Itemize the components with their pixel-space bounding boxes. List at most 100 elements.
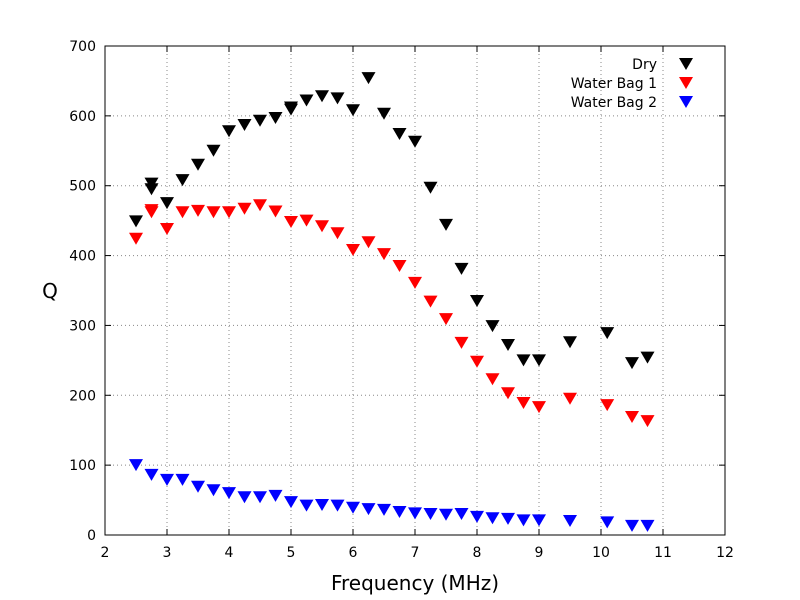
point-water-bag-1 [237, 202, 252, 215]
point-water-bag-1 [454, 336, 469, 349]
point-water-bag-2 [175, 473, 190, 486]
point-water-bag-2 [268, 489, 283, 502]
legend-marker-water-bag-2 [679, 96, 693, 108]
point-dry [237, 118, 252, 131]
y-tick-label: 600 [69, 109, 96, 125]
point-dry [532, 354, 546, 367]
point-water-bag-1 [600, 399, 615, 412]
point-dry [268, 111, 283, 124]
point-water-bag-1 [625, 410, 639, 423]
point-water-bag-2 [222, 487, 236, 500]
point-dry [625, 357, 639, 370]
grid [105, 46, 725, 535]
point-water-bag-2 [144, 468, 159, 481]
point-water-bag-1 [532, 401, 546, 414]
point-water-bag-1 [253, 199, 267, 212]
legend-label-water-bag-1: Water Bag 1 [571, 76, 657, 92]
point-water-bag-2 [532, 514, 546, 527]
point-water-bag-1 [299, 214, 314, 227]
legend-label-dry: Dry [632, 57, 657, 73]
point-water-bag-1 [346, 243, 360, 256]
point-water-bag-2 [330, 499, 345, 512]
point-dry [206, 144, 221, 157]
point-water-bag-1 [485, 373, 500, 386]
point-dry [640, 351, 655, 364]
point-water-bag-2 [408, 507, 422, 520]
point-water-bag-1 [501, 387, 515, 400]
point-water-bag-1 [222, 206, 236, 219]
legend-marker-water-bag-1 [679, 77, 693, 89]
x-tick-label: 3 [163, 545, 172, 561]
point-water-bag-1 [330, 227, 345, 240]
y-tick-label: 100 [69, 458, 96, 474]
point-water-bag-1 [175, 206, 190, 219]
x-tick-label: 11 [654, 545, 672, 561]
point-water-bag-1 [392, 260, 407, 273]
x-tick-label: 5 [287, 545, 296, 561]
legend: Dry Water Bag 1 Water Bag 2 [571, 57, 693, 111]
point-water-bag-1 [160, 223, 174, 236]
point-dry [191, 158, 205, 171]
y-tick-label: 200 [69, 388, 96, 404]
axis-ticks: 2 3 4 5 6 7 8 9 10 11 12 0 100 200 300 400 500 600 700 [69, 39, 734, 561]
point-dry [222, 125, 236, 138]
y-axis-label: Q [42, 279, 58, 303]
point-dry [299, 94, 314, 107]
point-water-bag-2 [315, 498, 329, 511]
y-tick-label: 700 [69, 39, 96, 55]
point-water-bag-2 [454, 508, 469, 521]
y-tick-label: 300 [69, 318, 96, 334]
point-water-bag-1 [423, 295, 438, 308]
point-water-bag-2 [346, 501, 360, 514]
point-dry [253, 114, 267, 127]
point-dry [392, 128, 407, 141]
point-water-bag-1 [361, 236, 376, 249]
point-water-bag-2 [237, 491, 252, 504]
point-water-bag-2 [563, 515, 577, 528]
point-water-bag-2 [191, 480, 205, 493]
point-water-bag-2 [206, 484, 221, 497]
point-water-bag-2 [423, 508, 438, 521]
point-dry [129, 215, 143, 228]
point-dry [315, 90, 329, 103]
x-tick-label: 6 [349, 545, 358, 561]
point-dry [144, 183, 159, 196]
point-water-bag-2 [377, 503, 391, 516]
point-dry [160, 197, 174, 210]
point-water-bag-2 [439, 508, 453, 521]
point-water-bag-2 [299, 499, 314, 512]
y-tick-label: 400 [69, 249, 96, 265]
point-water-bag-1 [408, 276, 422, 289]
point-dry [330, 92, 345, 105]
legend-label-water-bag-2: Water Bag 2 [571, 95, 657, 111]
point-water-bag-2 [516, 514, 531, 527]
point-water-bag-1 [640, 415, 655, 428]
point-dry [423, 181, 438, 194]
point-dry [516, 354, 531, 367]
point-dry [175, 174, 190, 187]
point-water-bag-2 [501, 512, 515, 525]
point-water-bag-2 [284, 496, 298, 509]
point-water-bag-1 [516, 396, 531, 409]
point-water-bag-1 [284, 216, 298, 229]
point-water-bag-2 [600, 516, 615, 529]
point-water-bag-1 [470, 355, 484, 368]
x-tick-label: 8 [473, 545, 482, 561]
point-water-bag-1 [191, 204, 205, 217]
data-points [129, 72, 655, 532]
point-water-bag-1 [144, 206, 159, 219]
point-dry [454, 262, 469, 275]
point-water-bag-2 [485, 512, 500, 525]
point-water-bag-2 [160, 473, 174, 486]
legend-marker-dry [679, 58, 693, 70]
point-water-bag-2 [253, 491, 267, 504]
x-tick-label: 2 [101, 545, 110, 561]
point-water-bag-2 [470, 510, 484, 523]
x-tick-label: 7 [411, 545, 420, 561]
point-water-bag-2 [625, 519, 639, 532]
point-dry [377, 107, 391, 120]
x-axis-label: Frequency (MHz) [331, 571, 499, 595]
y-tick-label: 500 [69, 179, 96, 195]
y-tick-label: 0 [87, 528, 96, 544]
